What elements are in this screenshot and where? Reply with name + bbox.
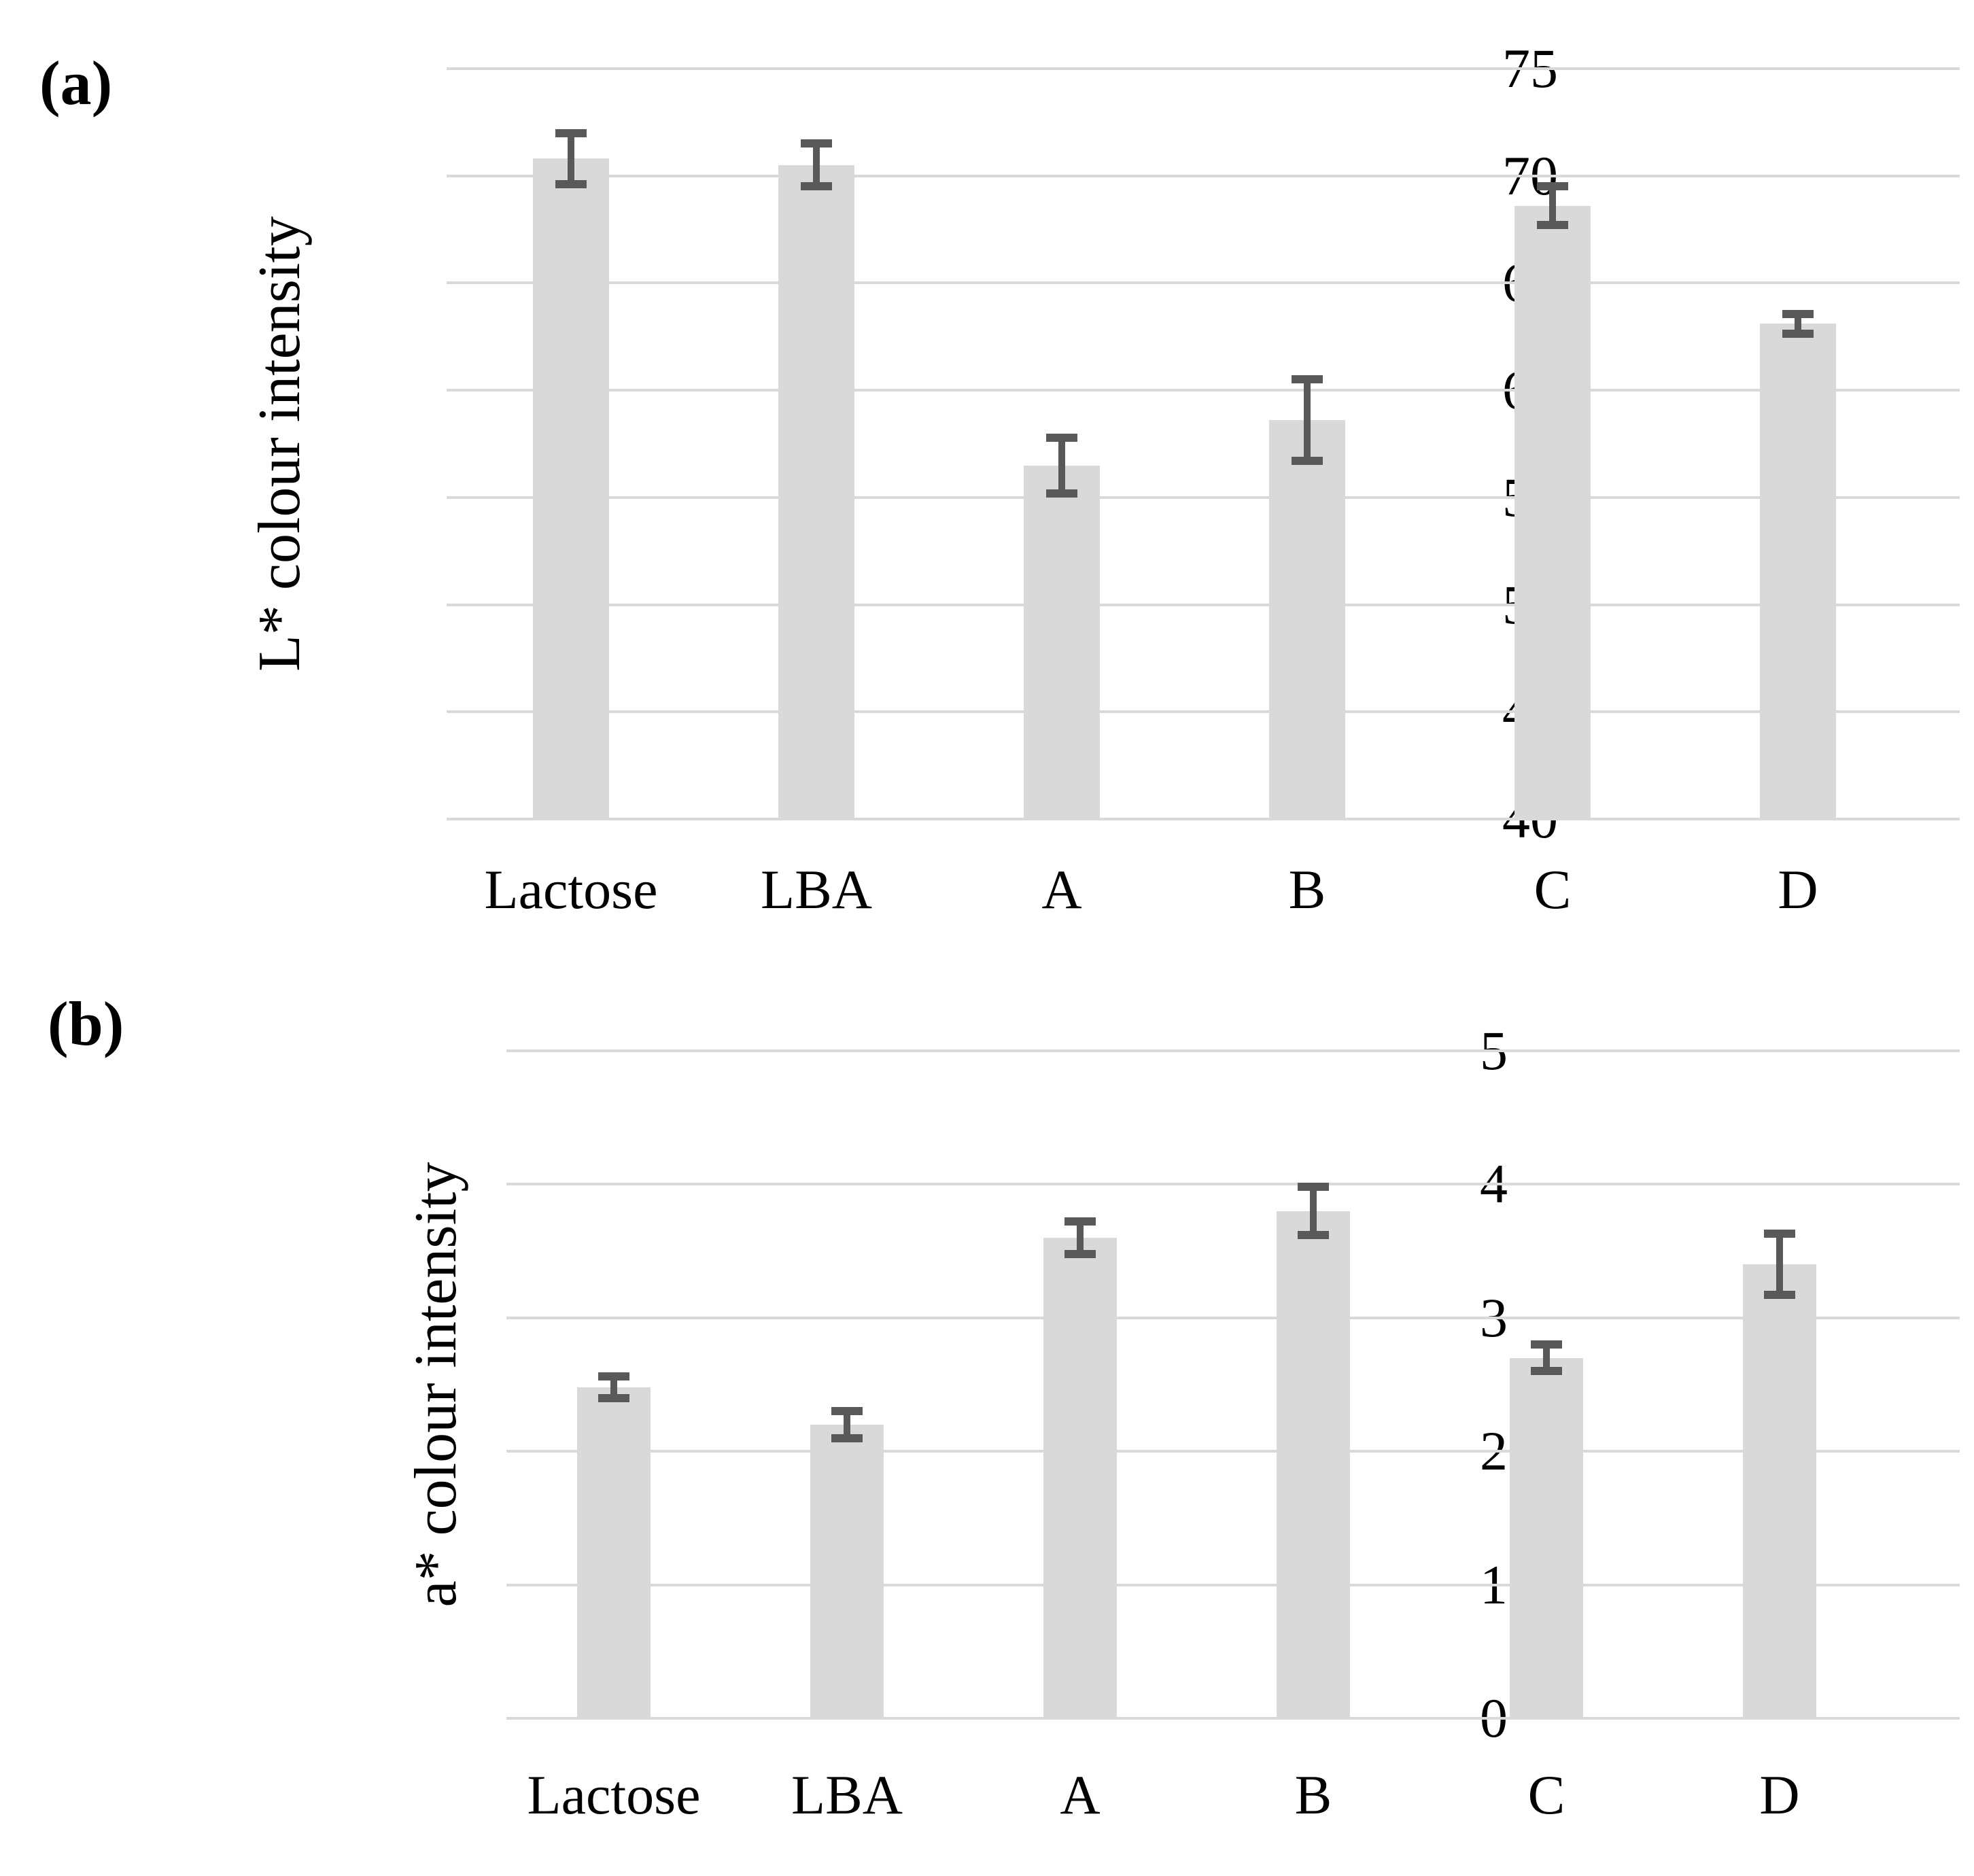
gridline-y-70 [447, 174, 1960, 177]
error-bar-top-cap [598, 1372, 629, 1381]
bar-b [1269, 420, 1345, 819]
bar-lactose [533, 158, 609, 819]
x-category-label-a: A [1041, 858, 1082, 920]
gridline-y-3 [506, 1316, 1960, 1319]
error-bar-stem [1776, 1230, 1783, 1300]
error-bar-a [1046, 433, 1077, 498]
error-bar-top-cap [1064, 1217, 1096, 1226]
error-bar-bottom-cap [1764, 1291, 1795, 1300]
error-bar-bottom-cap [1064, 1249, 1096, 1258]
error-bar-bottom-cap [598, 1393, 629, 1402]
error-bar-bottom-cap [1298, 1231, 1329, 1240]
error-bar-stem [1549, 182, 1556, 230]
error-bar-stem [1310, 1183, 1317, 1240]
error-bar-bottom-cap [1046, 489, 1077, 498]
error-bar-top-cap [1292, 375, 1323, 384]
panel-a-plot-area [447, 67, 1960, 820]
gridline-y-60 [447, 389, 1960, 392]
gridline-y-5 [506, 1049, 1960, 1052]
gridline-y-65 [447, 281, 1960, 285]
x-category-label-lactose: Lactose [484, 858, 658, 920]
error-bar-bottom-cap [1531, 1367, 1562, 1376]
bar-a [1024, 465, 1100, 819]
x-category-label-b: B [1288, 858, 1326, 920]
error-bar-bottom-cap [1292, 457, 1323, 466]
panel-b-label: (b) [48, 989, 124, 1058]
error-bar-top-cap [1764, 1230, 1795, 1238]
error-bar-stem [610, 1372, 617, 1402]
error-bar-lactose [555, 128, 587, 189]
x-category-label-d: D [1778, 858, 1818, 920]
gridline-y-0 [506, 1717, 1960, 1720]
error-bar-lactose [598, 1372, 629, 1402]
panel-a-y-axis-title: L* colour intensity [247, 216, 313, 672]
error-bar-stem [568, 128, 574, 189]
bar-c [1510, 1357, 1583, 1718]
bar-lba [810, 1424, 884, 1718]
gridline-y-40 [447, 818, 1960, 820]
gridline-y-1 [506, 1583, 1960, 1586]
bar-c [1514, 205, 1591, 819]
error-bar-top-cap [801, 139, 832, 148]
error-bar-stem [1304, 375, 1311, 466]
x-category-label-lba: LBA [761, 858, 872, 920]
x-category-label-a: A [1060, 1764, 1101, 1826]
error-bar-top-cap [555, 128, 587, 137]
error-bar-bottom-cap [1537, 221, 1568, 230]
error-bar-top-cap [1537, 182, 1568, 191]
error-bar-b [1298, 1183, 1329, 1240]
error-bar-bottom-cap [555, 180, 587, 189]
bar-a [1043, 1237, 1117, 1718]
error-bar-b [1292, 375, 1323, 466]
error-bar-d [1782, 310, 1814, 338]
error-bar-lba [831, 1407, 863, 1442]
error-bar-stem [813, 139, 820, 191]
x-category-label-lactose: Lactose [527, 1764, 701, 1826]
error-bar-lba [801, 139, 832, 191]
error-bar-stem [1058, 433, 1065, 498]
error-bar-d [1764, 1230, 1795, 1300]
bar-d [1743, 1264, 1816, 1718]
error-bar-a [1064, 1217, 1096, 1258]
x-category-label-c: C [1527, 1764, 1565, 1826]
bar-lba [778, 164, 854, 819]
error-bar-stem [844, 1407, 850, 1442]
error-bar-stem [1795, 310, 1801, 338]
panel-b-y-axis-title: a* colour intensity [403, 1162, 469, 1608]
error-bar-top-cap [1046, 433, 1077, 442]
error-bar-top-cap [831, 1407, 863, 1416]
error-bar-stem [1077, 1217, 1084, 1258]
x-category-label-b: B [1294, 1764, 1332, 1826]
error-bar-bottom-cap [1782, 329, 1814, 338]
panel-b-plot-area [506, 1049, 1960, 1720]
gridline-y-4 [506, 1183, 1960, 1186]
panel-a-label: (a) [39, 48, 113, 118]
bar-d [1760, 324, 1836, 819]
bar-b [1277, 1211, 1350, 1718]
gridline-y-55 [447, 496, 1960, 499]
x-category-label-d: D [1759, 1764, 1800, 1826]
error-bar-c [1531, 1340, 1562, 1376]
error-bar-bottom-cap [801, 182, 832, 191]
gridline-y-75 [447, 67, 1960, 70]
error-bar-stem [1543, 1340, 1550, 1376]
x-category-label-c: C [1534, 858, 1572, 920]
gridline-y-45 [447, 710, 1960, 714]
error-bar-c [1537, 182, 1568, 230]
error-bar-top-cap [1298, 1183, 1329, 1192]
x-category-label-lba: LBA [791, 1764, 903, 1826]
gridline-y-2 [506, 1450, 1960, 1453]
bar-lactose [577, 1387, 651, 1718]
gridline-y-50 [447, 603, 1960, 606]
error-bar-top-cap [1782, 310, 1814, 319]
error-bar-top-cap [1531, 1340, 1562, 1349]
error-bar-bottom-cap [831, 1434, 863, 1442]
